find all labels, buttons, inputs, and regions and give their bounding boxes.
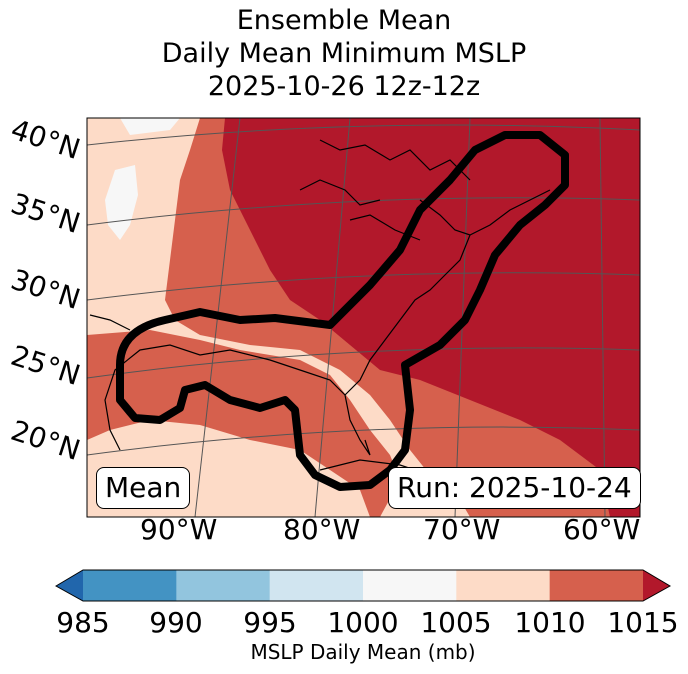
lon-label-70w: 70°W xyxy=(423,513,501,546)
colorbar-tick-985: 985 xyxy=(56,606,110,639)
colorbar-tick-1005: 1005 xyxy=(420,606,492,639)
colorbar-tick-1010: 1010 xyxy=(514,606,586,639)
colorbar-tick-990: 990 xyxy=(149,606,203,639)
colorbar-extend-high xyxy=(643,570,670,601)
field-north-white xyxy=(120,118,180,135)
mean-label-box: Mean xyxy=(96,467,191,509)
run-date-box: Run: 2025-10-24 xyxy=(388,467,641,509)
colorbar-segment xyxy=(456,570,551,601)
colorbar-segment xyxy=(176,570,271,601)
lon-label-60w: 60°W xyxy=(563,513,641,546)
map-frame xyxy=(86,117,641,518)
colorbar-extend-low xyxy=(56,570,83,601)
colorbar-segment xyxy=(269,570,364,601)
lon-label-90w: 90°W xyxy=(140,513,218,546)
colorbar-tick-995: 995 xyxy=(243,606,297,639)
colorbar-tick-1015: 1015 xyxy=(607,606,679,639)
colorbar-segment xyxy=(83,570,177,601)
colorbar-label: MSLP Daily Mean (mb) xyxy=(250,640,476,664)
lon-label-80w: 80°W xyxy=(283,513,361,546)
chart-title-line1: Ensemble Mean xyxy=(236,5,452,36)
threshold-contour xyxy=(116,131,569,491)
colorbar-segment xyxy=(549,570,644,601)
colorbar xyxy=(54,569,672,602)
colorbar-segment xyxy=(363,570,457,601)
colorbar-segments xyxy=(83,570,644,601)
chart-title-line3: 2025-10-26 12z-12z xyxy=(207,71,481,102)
chart-title-line2: Daily Mean Minimum MSLP xyxy=(161,38,527,69)
colorbar-outline xyxy=(54,569,672,602)
map-fields xyxy=(87,118,640,517)
colorbar-tick-1000: 1000 xyxy=(327,606,399,639)
field-above-1015 xyxy=(222,118,640,517)
